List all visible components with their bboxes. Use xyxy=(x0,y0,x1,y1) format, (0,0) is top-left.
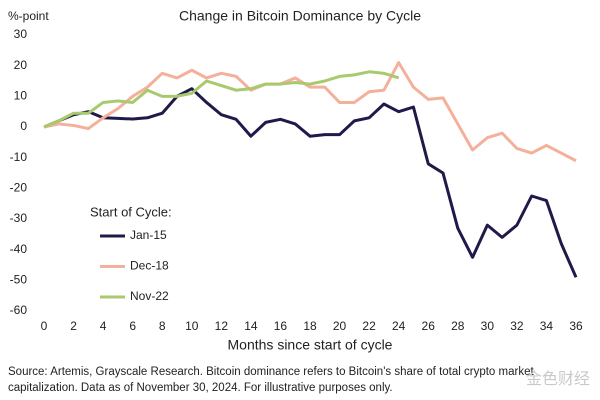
y-tick-label: 20 xyxy=(14,58,28,72)
x-tick-label: 18 xyxy=(303,319,317,333)
x-axis-title: Months since start of cycle xyxy=(228,337,393,353)
source-note: Source: Artemis, Grayscale Research. Bit… xyxy=(8,366,534,378)
series-line xyxy=(43,61,577,163)
x-tick-label: 8 xyxy=(159,319,166,333)
x-tick-label: 36 xyxy=(569,319,583,333)
x-tick-label: 2 xyxy=(70,319,77,333)
x-tick-label: 10 xyxy=(185,319,199,333)
x-tick-label: 32 xyxy=(510,319,524,333)
y-tick-label: 0 xyxy=(20,119,27,133)
series-line xyxy=(43,87,578,278)
y-tick-label: -60 xyxy=(10,303,28,317)
x-tick-label: 4 xyxy=(100,319,107,333)
x-tick-label: 16 xyxy=(274,319,288,333)
x-tick-label: 20 xyxy=(333,319,347,333)
x-tick-label: 0 xyxy=(41,319,48,333)
series-line xyxy=(43,70,400,129)
source-note: capitalization. Data as of November 30, … xyxy=(8,382,393,394)
x-tick-label: 22 xyxy=(362,319,376,333)
legend-title: Start of Cycle: xyxy=(90,204,172,219)
y-tick-label: -50 xyxy=(10,273,28,287)
x-tick-label: 6 xyxy=(129,319,136,333)
legend-label: Jan-15 xyxy=(130,228,167,242)
legend-label: Nov-22 xyxy=(130,289,169,303)
y-tick-label: 30 xyxy=(14,27,28,41)
x-tick-label: 12 xyxy=(215,319,229,333)
y-tick-label: -30 xyxy=(10,211,28,225)
y-tick-label: -40 xyxy=(10,242,28,256)
y-tick-label: -10 xyxy=(10,150,28,164)
y-tick-label: 10 xyxy=(14,89,28,103)
legend-label: Dec-18 xyxy=(130,259,169,273)
y-tick-label: -20 xyxy=(10,181,28,195)
watermark: 金色财经 xyxy=(526,370,590,388)
x-tick-label: 30 xyxy=(481,319,495,333)
x-tick-label: 26 xyxy=(422,319,436,333)
x-tick-label: 14 xyxy=(244,319,258,333)
x-tick-label: 28 xyxy=(451,319,465,333)
y-axis-title: %-point xyxy=(8,9,49,23)
x-tick-label: 34 xyxy=(540,319,554,333)
chart-title: Change in Bitcoin Dominance by Cycle xyxy=(179,8,421,24)
x-tick-label: 24 xyxy=(392,319,406,333)
